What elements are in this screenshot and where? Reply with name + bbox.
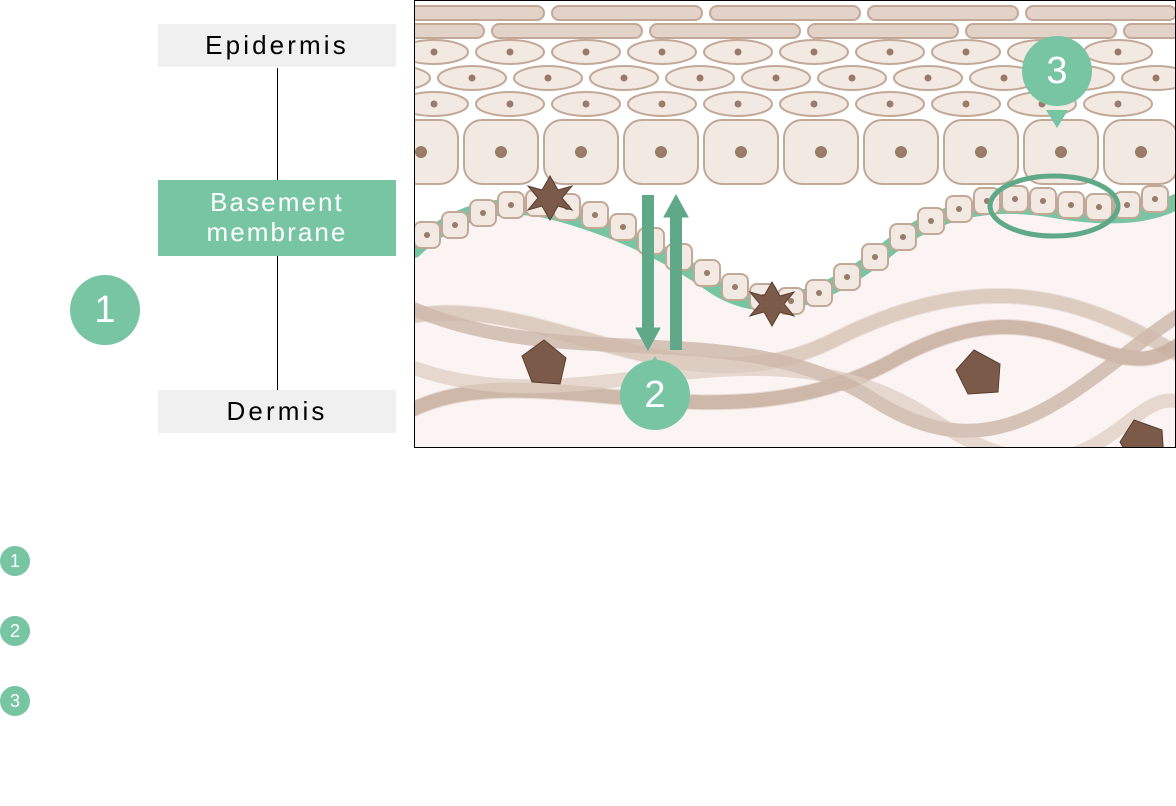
badge-3-tail: [1012, 94, 1102, 134]
legend-badge-2-num: 2: [10, 621, 20, 642]
label-basement-line1: Basement: [210, 187, 344, 217]
label-epidermis-text: Epidermis: [205, 30, 349, 60]
legend-row-3: 3: [0, 686, 30, 716]
label-dermis-text: Dermis: [226, 396, 327, 426]
badge-1: 1: [70, 275, 140, 345]
legend-badge-1: 1: [0, 546, 30, 576]
badge-1-num: 1: [94, 289, 115, 332]
label-dermis: Dermis: [158, 390, 396, 433]
legend-badge-3-num: 3: [10, 691, 20, 712]
label-basement-line2: membrane: [207, 217, 348, 247]
legend-badge-2: 2: [0, 616, 30, 646]
connector-line-2: [277, 250, 278, 390]
badge-3-wrap: 3: [1022, 36, 1092, 106]
legend-badge-3: 3: [0, 686, 30, 716]
legend-row-1: 1: [0, 546, 30, 576]
stratum-corneum: [414, 6, 1176, 38]
label-epidermis: Epidermis: [158, 24, 396, 67]
legend-badge-1-num: 1: [10, 551, 20, 572]
badge-2-tail: [610, 348, 700, 438]
connector-line-1: [277, 68, 278, 180]
badge-2-wrap: 2: [620, 360, 690, 430]
legend: 1 2 3: [0, 546, 30, 756]
badge-3-num: 3: [1046, 50, 1067, 93]
legend-row-2: 2: [0, 616, 30, 646]
label-basement-membrane: Basement membrane: [158, 180, 396, 256]
